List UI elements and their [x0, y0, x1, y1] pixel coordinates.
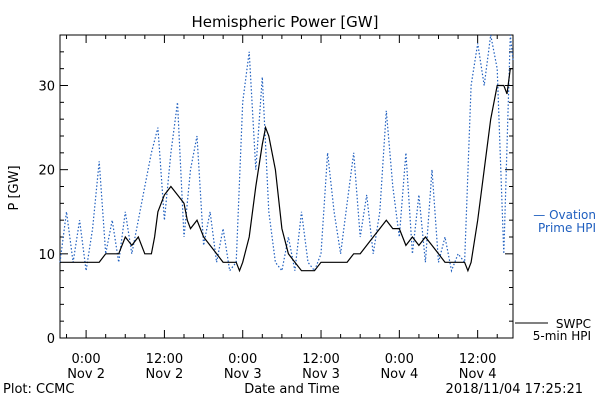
legend-swpc-line2: 5-min HPI: [533, 329, 591, 343]
legend-ovation-line1: — Ovation: [533, 208, 596, 222]
y-tick-label: 20: [38, 164, 55, 179]
x-tick-label-time: 12:00: [146, 352, 183, 367]
x-tick-label-date: Nov 2: [146, 367, 184, 382]
legend-swpc-line1: SWPC: [556, 317, 591, 331]
x-tick-label-date: Nov 4: [459, 367, 497, 382]
x-tick-label-time: 0:00: [72, 352, 101, 367]
x-tick-label-date: Nov 3: [302, 367, 340, 382]
y-tick-label: 10: [38, 248, 55, 263]
x-tick-label-date: Nov 2: [67, 367, 105, 382]
footer-plot-credit: Plot: CCMC: [3, 382, 74, 397]
x-tick-label-date: Nov 3: [224, 367, 262, 382]
legend-ovation-line2: Prime HPI: [538, 221, 596, 235]
series-layer: [59, 34, 514, 273]
x-axis-label: Date and Time: [244, 382, 340, 397]
series-line-swpc: [60, 68, 513, 273]
x-tick-label-time: 0:00: [228, 352, 257, 367]
plot-frame: [59, 34, 514, 339]
series-line-ovation: [59, 34, 514, 273]
y-tick-label: 0: [47, 332, 55, 347]
x-tick-label-time: 0:00: [385, 352, 414, 367]
y-axis-label: P [GW]: [7, 165, 22, 210]
x-tick-label-time: 12:00: [459, 352, 496, 367]
footer-timestamp: 2018/11/04 17:25:21: [446, 382, 583, 397]
x-tick-label-time: 12:00: [302, 352, 339, 367]
x-tick-label-date: Nov 4: [380, 367, 418, 382]
y-tick-label: 30: [38, 80, 55, 95]
y-axis: 0 10 20 30: [38, 34, 513, 347]
chart-title: Hemispheric Power [GW]: [192, 13, 379, 31]
